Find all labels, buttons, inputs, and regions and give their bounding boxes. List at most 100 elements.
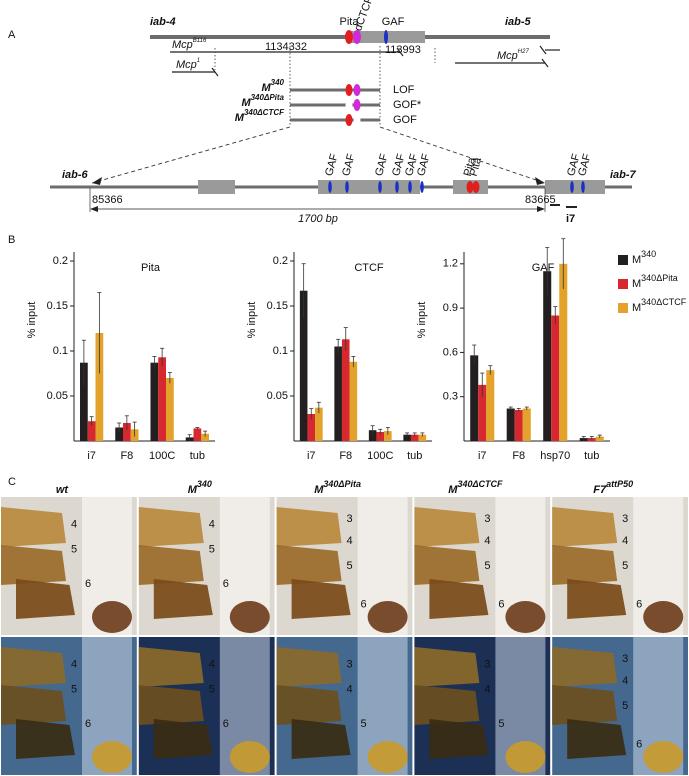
bar xyxy=(193,428,202,441)
site-label: Pita xyxy=(462,155,479,177)
y-tick-label: 0.9 xyxy=(443,302,458,314)
genitalia xyxy=(643,741,684,773)
y-tick-label: 0.3 xyxy=(443,391,458,403)
error-bar xyxy=(597,434,602,439)
error-bar xyxy=(420,432,425,437)
genitalia xyxy=(505,741,546,773)
tergite xyxy=(16,719,75,759)
error-bar xyxy=(167,372,172,384)
x-tick-label: tub xyxy=(584,450,599,462)
segment-number: 5 xyxy=(484,560,490,572)
legend-base: M xyxy=(632,278,641,290)
bar xyxy=(486,370,495,441)
y-axis-label: % input xyxy=(416,302,428,339)
allele-label-base: Mcp xyxy=(497,50,518,62)
bar xyxy=(551,315,560,441)
region-label: iab-4 xyxy=(150,16,176,28)
panel-label: A xyxy=(8,29,16,41)
panel-label: B xyxy=(8,234,15,246)
line xyxy=(541,58,549,68)
legend-swatch xyxy=(618,303,628,313)
pita-site xyxy=(345,114,353,126)
pita-site xyxy=(345,30,353,44)
error-bar xyxy=(152,355,157,369)
pita-site xyxy=(345,99,353,111)
arrowhead xyxy=(537,206,545,212)
legend-entry: M340ΔCTCF xyxy=(632,297,687,314)
segment-number: 5 xyxy=(361,718,367,730)
segment-number: 6 xyxy=(498,599,504,611)
segment-number: 3 xyxy=(484,513,490,525)
segment-number: 5 xyxy=(209,683,215,695)
construct-name: M340ΔPita xyxy=(241,93,284,109)
segment-number: 5 xyxy=(347,560,353,572)
genotype-title-base: wt xyxy=(56,484,70,496)
error-bar xyxy=(472,344,477,366)
allele-label-base: Mcp xyxy=(172,39,193,51)
bar xyxy=(299,290,308,441)
legend-swatch xyxy=(618,279,628,289)
segment-number: 6 xyxy=(223,578,229,590)
allele-label: McpH27 xyxy=(497,49,529,62)
line xyxy=(379,126,546,184)
pita-site xyxy=(472,181,480,193)
tergite xyxy=(1,545,66,585)
ctcf-site xyxy=(353,30,361,44)
tergite xyxy=(567,579,627,619)
bar xyxy=(79,362,88,441)
segment-number: 3 xyxy=(622,513,628,525)
tergite xyxy=(138,545,204,585)
genotype-title-base: F7 xyxy=(593,484,607,496)
site-label: GAF xyxy=(565,152,583,177)
y-tick-label: 1.2 xyxy=(443,258,458,270)
site-label: GAF xyxy=(576,152,594,177)
bar xyxy=(418,434,427,441)
chart-title: Pita xyxy=(141,262,161,274)
segment-number: 3 xyxy=(622,653,628,665)
tergite xyxy=(429,579,489,619)
error-bar xyxy=(480,372,485,397)
bar xyxy=(166,378,174,441)
tergite xyxy=(276,507,342,547)
y-tick-label: 0.2 xyxy=(53,255,68,267)
error-bar xyxy=(195,427,200,430)
bar xyxy=(341,339,350,441)
segment-number: 3 xyxy=(484,659,490,671)
genotype-title-sup: 340ΔCTCF xyxy=(457,479,503,489)
tergite xyxy=(414,647,480,687)
phenotype: GOF* xyxy=(393,99,422,111)
ctcf-site xyxy=(353,99,361,111)
tergite xyxy=(1,685,66,725)
allele-label-sup: B116 xyxy=(193,38,207,44)
segment-number: 5 xyxy=(71,683,77,695)
phenotype: LOF xyxy=(393,84,415,96)
error-bar xyxy=(488,365,493,375)
segment-number: 5 xyxy=(209,543,215,555)
gaf-site xyxy=(378,181,382,193)
construct-name-sup: 340 xyxy=(271,78,285,87)
ctcf-site xyxy=(353,114,361,126)
segment-number: 4 xyxy=(347,683,353,695)
region xyxy=(545,180,605,194)
coordinate: 85366 xyxy=(92,194,123,206)
x-tick-label: tub xyxy=(190,450,205,462)
genotype-title-sup: 340ΔPita xyxy=(323,479,361,489)
error-bar xyxy=(132,421,137,437)
legend-base: M xyxy=(632,254,641,266)
genotype-title: M340ΔCTCF xyxy=(448,479,503,496)
gaf-site xyxy=(395,181,399,193)
segment-number: 5 xyxy=(622,560,628,572)
site-label: Pita xyxy=(468,155,485,177)
legend-sup: 340 xyxy=(641,249,656,259)
construct-name-base: M xyxy=(261,82,271,94)
error-bar xyxy=(508,406,513,410)
tergite xyxy=(16,579,75,619)
legend-entry: M340ΔPita xyxy=(632,273,678,290)
site-label: GAF xyxy=(373,152,391,177)
region-label: iab-7 xyxy=(610,169,637,181)
bar xyxy=(376,432,385,441)
bar xyxy=(559,263,568,441)
segment-number: 3 xyxy=(347,659,353,671)
segment-number: 4 xyxy=(209,519,215,531)
